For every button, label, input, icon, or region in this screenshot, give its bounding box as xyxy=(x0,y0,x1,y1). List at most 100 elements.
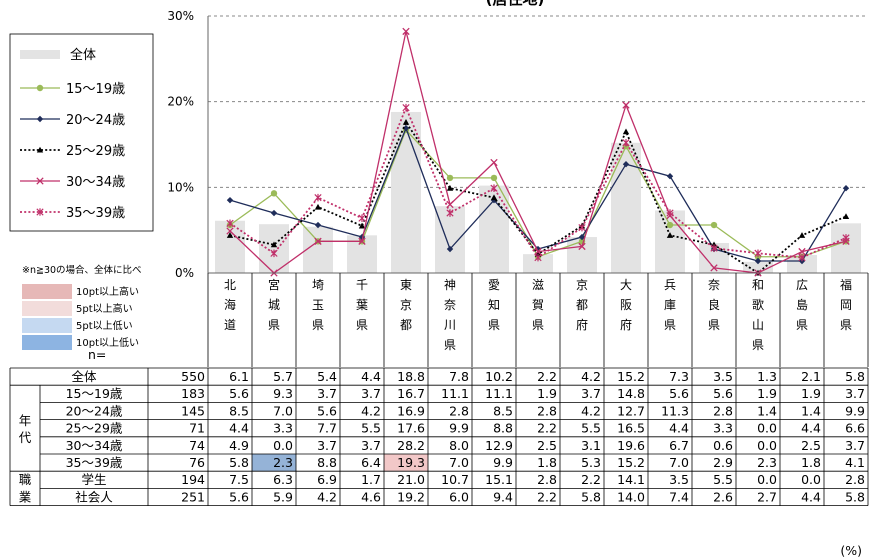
cell-value: 3.7 xyxy=(361,438,381,453)
legend-label: 35～39歳 xyxy=(66,206,125,221)
prefecture-label: 神 xyxy=(444,278,456,292)
point-marker xyxy=(666,172,674,180)
point-marker xyxy=(842,184,850,192)
cell-value: 7.0 xyxy=(669,455,689,470)
cell-value: 2.5 xyxy=(537,438,557,453)
row-label: 全体 xyxy=(71,369,97,384)
point-marker xyxy=(666,221,674,229)
cell-value: 2.3 xyxy=(757,455,777,470)
prefecture-label: 府 xyxy=(620,317,632,332)
cell-value: 2.1 xyxy=(801,369,821,384)
point-marker xyxy=(226,232,234,238)
overall-bar xyxy=(215,220,245,273)
point-marker xyxy=(754,257,762,265)
group-label-age: 代 xyxy=(19,430,32,445)
cell-value: 5.9 xyxy=(273,489,293,504)
series-lines xyxy=(226,27,850,277)
prefecture-label: 庫 xyxy=(664,298,676,312)
cell-value: 14.1 xyxy=(617,472,645,487)
cell-value: 17.6 xyxy=(397,421,425,436)
cell-value: 21.0 xyxy=(397,472,425,487)
cell-value: 5.6 xyxy=(229,386,249,401)
prefecture-label: 和 xyxy=(752,278,764,292)
cell-value: 7.4 xyxy=(669,489,689,504)
cell-value: 16.7 xyxy=(397,386,425,401)
prefecture-label: 葉 xyxy=(356,298,368,312)
row-n: 183 xyxy=(181,386,205,401)
prefecture-label: 埼 xyxy=(312,278,324,292)
cell-value: 6.0 xyxy=(449,489,469,504)
prefecture-label: 東 xyxy=(400,278,412,292)
legend-label: 15～19歳 xyxy=(66,82,125,97)
point-marker xyxy=(622,128,630,135)
gridlines xyxy=(208,15,868,188)
key-label: 10pt以上低い xyxy=(76,336,139,349)
point-marker xyxy=(36,146,44,153)
cell-value: 7.7 xyxy=(317,421,337,436)
cell-value: 4.4 xyxy=(229,421,249,436)
overall-bar xyxy=(523,254,553,273)
point-marker xyxy=(490,174,498,182)
row-label: 学生 xyxy=(81,472,106,487)
cell-value: 5.4 xyxy=(317,369,337,384)
cell-highlight xyxy=(384,454,428,472)
prefecture-label: 奈 xyxy=(708,278,720,292)
point-marker xyxy=(226,227,234,235)
cell-value: 8.5 xyxy=(229,403,249,418)
point-marker xyxy=(842,213,850,220)
prefecture-label: 県 xyxy=(664,318,676,332)
point-marker xyxy=(578,242,586,251)
prefecture-label: 宮 xyxy=(268,277,280,292)
series-star xyxy=(226,103,850,262)
prefecture-label: 県 xyxy=(268,318,280,332)
point-marker xyxy=(314,193,322,202)
cell-value: 8.0 xyxy=(449,438,469,453)
cell-value: 3.7 xyxy=(317,438,337,453)
cell-value: 3.1 xyxy=(581,438,601,453)
n-label: n= xyxy=(88,347,106,362)
row-n: 74 xyxy=(189,438,205,453)
prefecture-label: 賀 xyxy=(532,298,544,312)
overall-bar xyxy=(303,226,333,273)
point-marker xyxy=(534,253,542,262)
cell-value: 4.4 xyxy=(361,369,381,384)
key-label: 10pt以上高い xyxy=(76,285,139,298)
point-marker xyxy=(270,209,278,217)
cell-value: 0.6 xyxy=(713,438,733,453)
point-marker xyxy=(798,253,806,262)
cell-value: 12.9 xyxy=(485,438,513,453)
cell-value: 18.8 xyxy=(397,369,425,384)
cell-value: 1.9 xyxy=(801,386,821,401)
cell-value: 5.8 xyxy=(581,489,601,504)
prefecture-label: 県 xyxy=(356,318,368,332)
point-marker xyxy=(710,264,718,272)
cell-value: 2.7 xyxy=(757,489,777,504)
key-swatch xyxy=(22,318,72,333)
point-marker xyxy=(36,177,44,185)
y-tick-label: 30% xyxy=(167,9,194,23)
point-marker xyxy=(314,221,322,229)
cell-value: 6.3 xyxy=(273,472,293,487)
prefecture-label: 県 xyxy=(488,318,500,332)
y-tick-label: 10% xyxy=(167,180,194,194)
key-label: 5pt以上高い xyxy=(76,302,133,315)
cell-value: 4.9 xyxy=(229,438,249,453)
point-marker xyxy=(622,161,630,168)
cell-value: 2.5 xyxy=(801,438,821,453)
cell-value: 7.5 xyxy=(229,472,249,487)
cell-value: 19.3 xyxy=(397,455,425,470)
prefecture-label: 京 xyxy=(400,298,412,312)
point-marker xyxy=(402,103,410,112)
cell-value: 2.2 xyxy=(537,489,557,504)
y-tick-label: 0% xyxy=(175,266,194,280)
prefecture-label: 福 xyxy=(840,277,852,292)
cell-value: 1.7 xyxy=(361,472,381,487)
point-marker xyxy=(402,125,410,132)
cell-value: 2.9 xyxy=(713,455,733,470)
cell-value: 1.4 xyxy=(801,403,821,418)
cell-value: 2.8 xyxy=(537,403,557,418)
unit-label: (%) xyxy=(840,543,862,558)
cell-value: 0.0 xyxy=(273,438,293,453)
cell-value: 1.9 xyxy=(537,386,557,401)
